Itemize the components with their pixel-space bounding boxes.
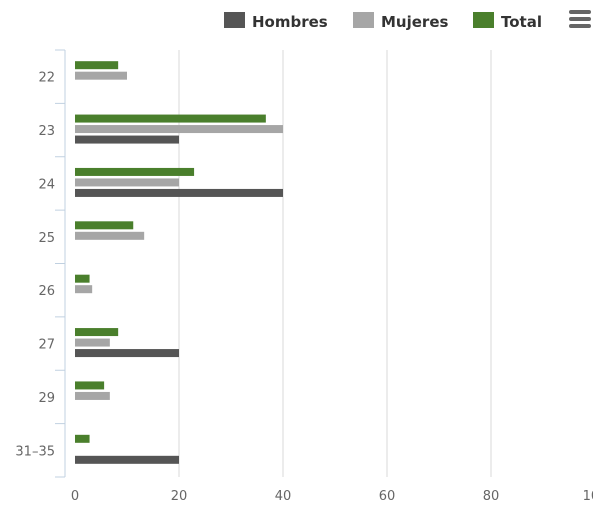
y-tick-label: 24 — [38, 177, 55, 192]
y-tick-label: 23 — [38, 124, 55, 139]
bar-mujeres-27[interactable] — [75, 338, 110, 347]
legend-swatch — [353, 12, 374, 28]
bar-mujeres-22[interactable] — [75, 71, 127, 80]
bar-mujeres-24[interactable] — [75, 178, 179, 187]
x-tick-label: 0 — [71, 489, 79, 504]
y-tick-label: 29 — [38, 391, 55, 406]
bar-mujeres-23[interactable] — [75, 125, 283, 134]
legend-swatch — [224, 12, 245, 28]
bar-total-29[interactable] — [75, 381, 105, 390]
bar-total-25[interactable] — [75, 221, 134, 230]
legend-label: Mujeres — [381, 13, 448, 31]
x-tick-label: 60 — [379, 489, 396, 504]
y-tick-label: 27 — [38, 338, 55, 353]
bar-total-26[interactable] — [75, 274, 90, 283]
y-tick-label: 31–35 — [15, 444, 55, 459]
bar-total-31–35[interactable] — [75, 434, 90, 443]
x-tick-label: 80 — [483, 489, 500, 504]
legend-swatch — [473, 12, 494, 28]
x-tick-label: 100 — [583, 489, 593, 504]
legend-item-hombres[interactable]: Hombres — [224, 12, 328, 31]
hamburger-menu-icon[interactable] — [569, 10, 591, 28]
bar-hombres-27[interactable] — [75, 349, 179, 358]
legend-item-mujeres[interactable]: Mujeres — [353, 12, 448, 31]
x-tick-label: 20 — [171, 489, 188, 504]
grid-lines — [178, 50, 492, 477]
legend[interactable]: Hombres Mujeres Total — [224, 12, 542, 31]
bar-mujeres-26[interactable] — [75, 285, 93, 294]
bar-mujeres-25[interactable] — [75, 231, 145, 240]
y-tick-label: 26 — [38, 284, 55, 299]
bar-mujeres-29[interactable] — [75, 391, 110, 400]
value-axis-labels: 0 20 40 60 80 100 — [71, 489, 593, 504]
category-axis: 22 23 24 25 26 27 29 31–35 — [15, 49, 66, 478]
legend-label: Hombres — [252, 13, 328, 31]
bar-hombres-23[interactable] — [75, 135, 179, 144]
bar-hombres-31–35[interactable] — [75, 455, 179, 464]
y-tick-label: 22 — [38, 71, 55, 86]
bar-series — [75, 61, 283, 464]
legend-item-total[interactable]: Total — [473, 12, 542, 31]
bar-total-24[interactable] — [75, 167, 195, 176]
bar-hombres-24[interactable] — [75, 188, 283, 197]
bar-total-22[interactable] — [75, 61, 119, 70]
legend-label: Total — [501, 13, 542, 31]
bar-total-23[interactable] — [75, 114, 266, 123]
bar-total-27[interactable] — [75, 328, 119, 337]
x-tick-label: 40 — [275, 489, 292, 504]
y-tick-label: 25 — [38, 231, 55, 246]
